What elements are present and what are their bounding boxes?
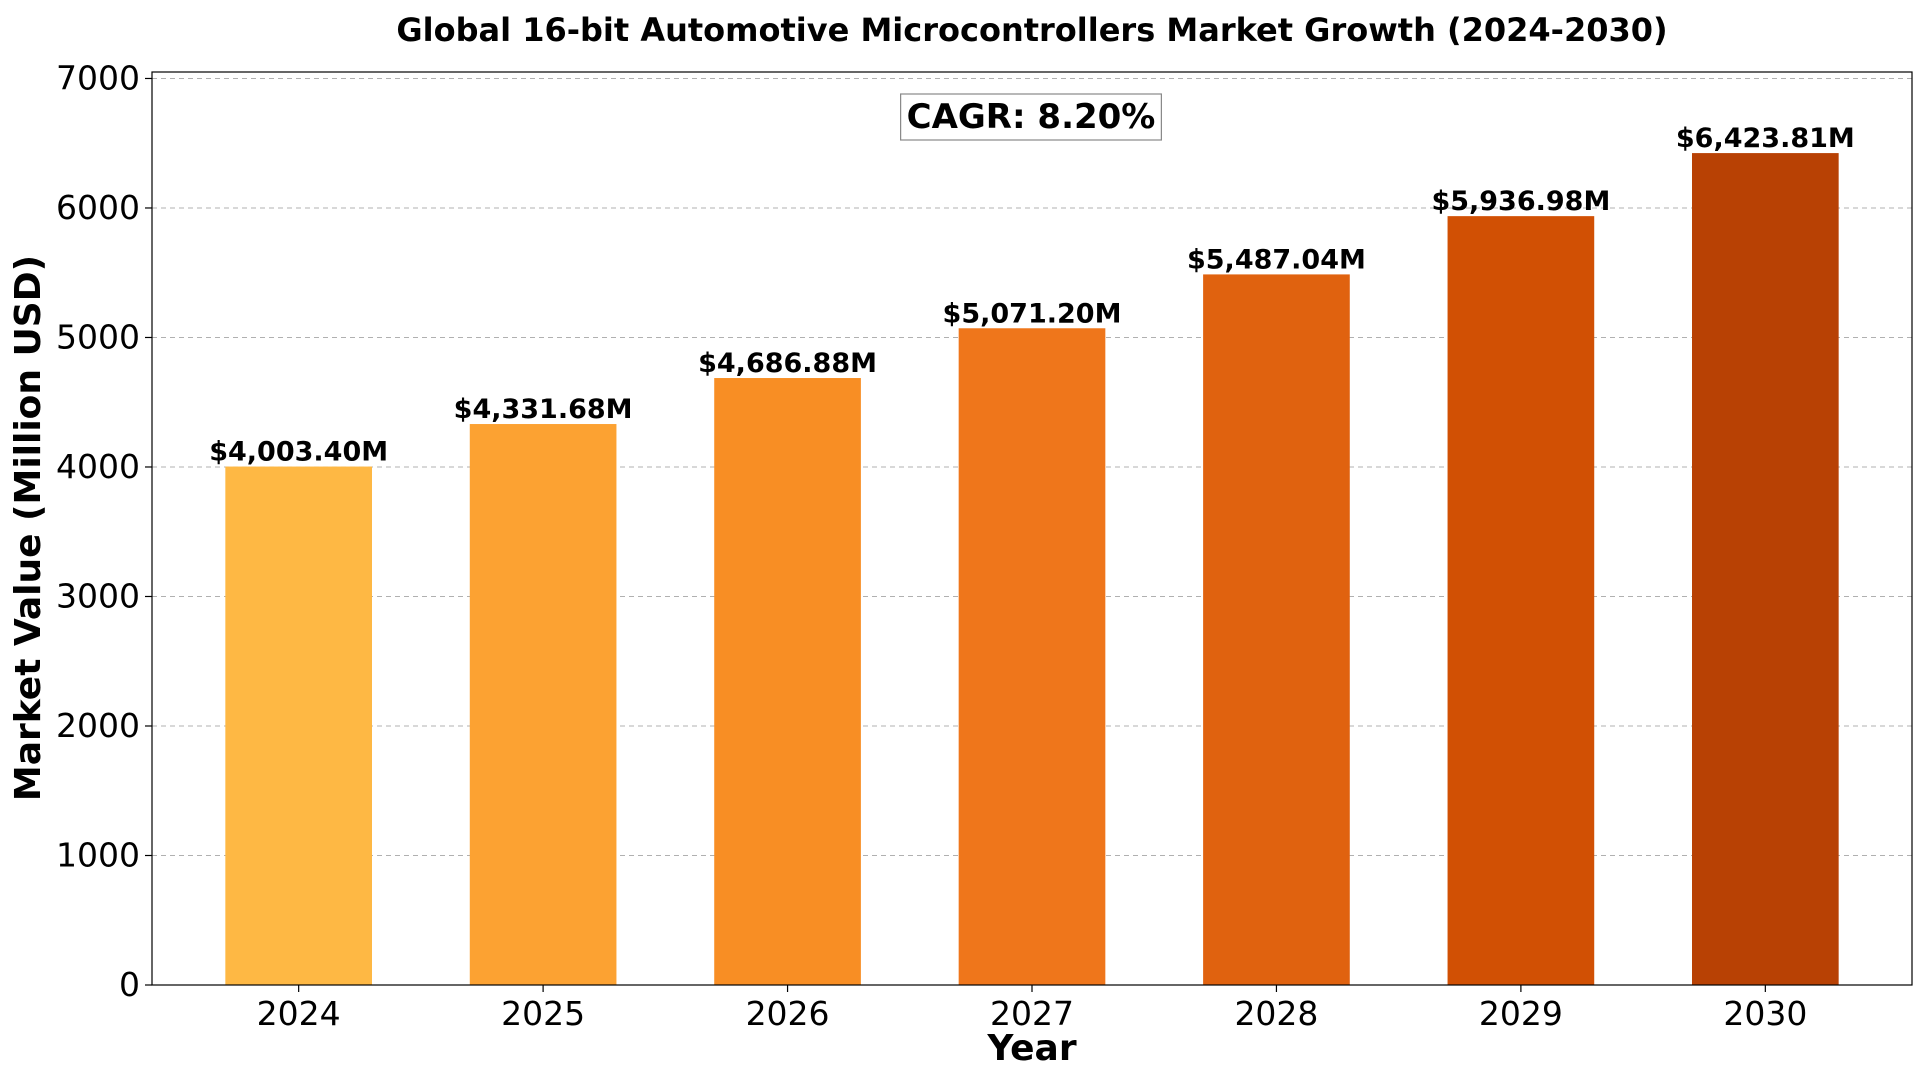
cagr-annotation-text: CAGR: 8.20%: [907, 97, 1156, 137]
y-tick-label: 0: [119, 965, 140, 1004]
y-tick-label: 1000: [56, 835, 140, 874]
x-tick-label: 2026: [746, 994, 830, 1033]
y-tick-label: 4000: [56, 447, 140, 486]
x-tick-label: 2029: [1479, 994, 1563, 1033]
x-tick-label: 2030: [1723, 994, 1807, 1033]
bar-value-label: $5,936.98M: [1431, 186, 1610, 217]
bar-value-label: $4,003.40M: [209, 437, 388, 468]
x-axis-ticks: 2024 2025 2026 2027 2028 2029 2030: [257, 985, 1807, 1033]
y-tick-label: 3000: [56, 576, 140, 615]
bar-value-label: $6,423.81M: [1676, 123, 1855, 154]
y-axis-label: Market Value (Million USD): [8, 255, 49, 801]
bars: [225, 153, 1839, 986]
x-axis-label: Year: [986, 1028, 1076, 1069]
x-tick-label: 2025: [501, 994, 585, 1033]
bar-value-label: $5,071.20M: [943, 298, 1122, 329]
x-tick-label: 2028: [1234, 994, 1318, 1033]
bar-value-label: $4,686.88M: [698, 348, 877, 379]
bar-2030: [1692, 153, 1839, 986]
y-tick-label: 7000: [56, 58, 140, 97]
x-tick-label: 2024: [257, 994, 341, 1033]
y-tick-label: 6000: [56, 188, 140, 227]
chart-title: Global 16-bit Automotive Microcontroller…: [396, 11, 1667, 49]
bar-2024: [225, 466, 372, 985]
bar-2026: [714, 378, 861, 985]
cagr-annotation-box: [900, 93, 1162, 141]
bar-2027: [958, 328, 1106, 986]
bar-data-labels: $4,003.40M $4,331.68M $4,686.88M $5,071.20M…: [209, 123, 1855, 467]
cagr-annotation: CAGR: 8.20%: [900, 93, 1162, 141]
y-axis-ticks: 0 1000 2000 3000 4000 5000 6000 7000: [56, 58, 152, 1004]
x-tick-label: 2027: [990, 994, 1074, 1033]
y-tick-label: 5000: [56, 317, 140, 356]
y-tick-label: 2000: [56, 706, 140, 745]
bar-value-label: $5,487.04M: [1187, 244, 1366, 275]
bar-2025: [469, 424, 617, 985]
bar-2029: [1447, 216, 1595, 986]
bar-2028: [1203, 274, 1350, 985]
bar-value-label: $4,331.68M: [454, 394, 633, 425]
